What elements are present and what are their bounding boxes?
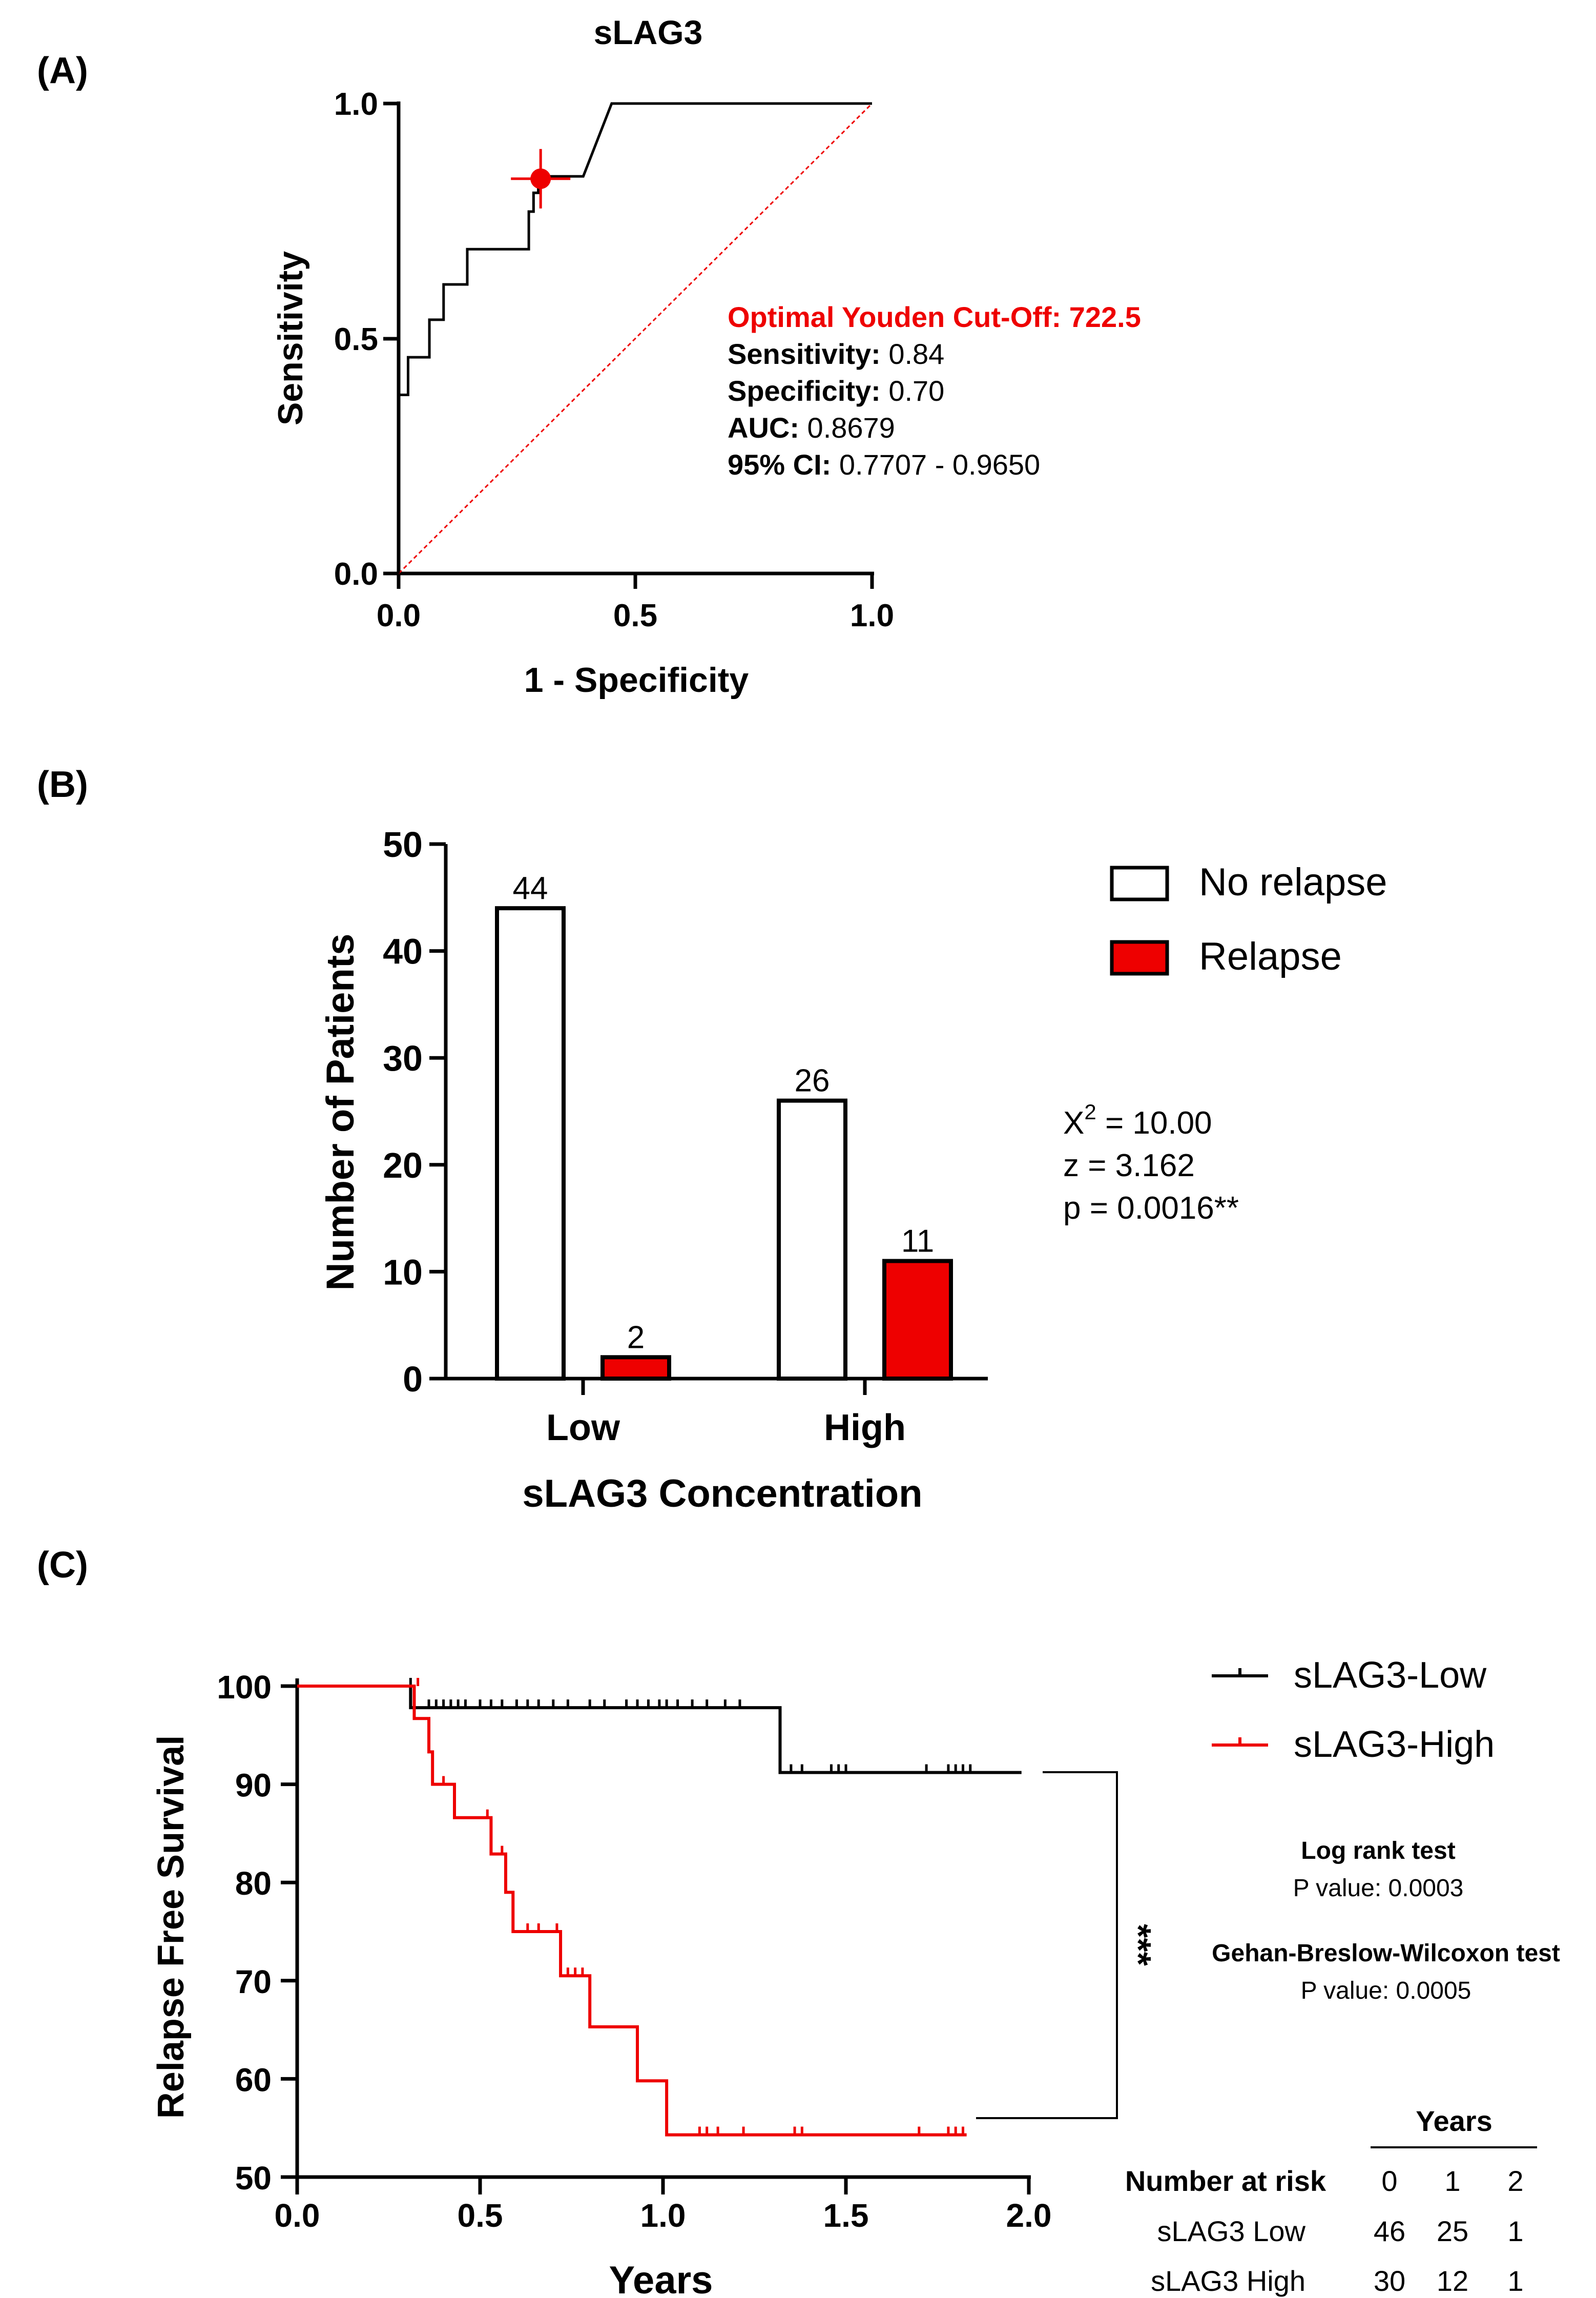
risk-cell: 30: [1374, 2265, 1405, 2297]
roc-ytick-label: 1.0: [334, 87, 378, 122]
roc-xtick-label: 0.5: [613, 598, 657, 633]
legend-label-no-relapse: No relapse: [1199, 860, 1387, 904]
risk-cell: 46: [1374, 2215, 1405, 2247]
roc-ytick-label: 0.0: [334, 557, 378, 592]
bar-ytick-label: 0: [403, 1359, 423, 1399]
risk-cell: 12: [1437, 2265, 1468, 2297]
bar-ytick-label: 40: [383, 932, 423, 972]
panel-b-label: (B): [37, 764, 88, 805]
roc-optimal-point: [530, 168, 551, 189]
bar-ytick-label: 30: [383, 1038, 423, 1078]
roc-ytick-label: 0.5: [334, 322, 378, 357]
bar-category-label-low: Low: [546, 1407, 620, 1448]
stat-z: z = 3.162: [1063, 1148, 1195, 1183]
risk-row-label-low: sLAG3 Low: [1157, 2215, 1306, 2247]
legend-label-relapse: Relapse: [1199, 935, 1342, 978]
significance-stars: ***: [1118, 1924, 1158, 1966]
km-ytick-label: 60: [235, 2061, 272, 2098]
significance-bracket: [976, 1771, 1118, 2119]
km-curve-slag3-low: [297, 1685, 1022, 1774]
roc-auc-text: AUC: 0.8679: [728, 412, 895, 444]
bar-data-label: 11: [901, 1224, 934, 1259]
bar-x-title: sLAG3 Concentration: [522, 1472, 922, 1515]
legend-label-slag3-high: sLAG3-High: [1294, 1724, 1495, 1765]
roc-x-title: 1 - Specificity: [524, 661, 749, 700]
km-ytick-label: 50: [235, 2160, 272, 2197]
gbw-p-value: P value: 0.0005: [1301, 1977, 1471, 2004]
risk-row-label-high: sLAG3 High: [1151, 2265, 1305, 2297]
roc-xtick-label: 1.0: [850, 598, 894, 633]
risk-year-1: 1: [1444, 2165, 1460, 2197]
km-ytick-label: 70: [235, 1963, 272, 2000]
logrank-title: Log rank test: [1301, 1837, 1455, 1864]
km-xtick-label: 1.5: [823, 2197, 869, 2234]
bar-high-relapse: [882, 1259, 953, 1381]
bar-low-relapse: [600, 1355, 671, 1381]
risk-cell: 1: [1507, 2215, 1523, 2247]
roc-reference-line: [398, 102, 873, 574]
km-xtick-label: 1.0: [640, 2197, 686, 2234]
bar-ytick-label: 10: [383, 1252, 423, 1292]
gbw-title: Gehan-Breslow-Wilcoxon test: [1212, 1940, 1560, 1967]
legend-label-slag3-low: sLAG3-Low: [1294, 1655, 1487, 1696]
bar-panel: (B) 0 10 20 30 40 50 Low High sLAG3 Concentra…: [37, 764, 1387, 1515]
km-xtick-label: 0.0: [275, 2197, 320, 2234]
km-xtick-label: 0.5: [458, 2197, 503, 2234]
bar-data-label: 26: [795, 1063, 830, 1099]
roc-panel: (A) sLAG3 1.0 0.5 0.0 0.0 0.5 1.0 1 - Sp…: [37, 13, 1141, 700]
legend-swatch-relapse: [1110, 940, 1169, 976]
roc-title: sLAG3: [594, 13, 703, 51]
bar-ytick-label: 20: [383, 1145, 423, 1185]
bar-ytick-label: 50: [383, 825, 423, 865]
legend-swatch-no-relapse: [1110, 866, 1169, 901]
panel-a-label: (A): [37, 50, 88, 91]
km-ytick-label: 80: [235, 1865, 272, 1902]
risk-year-0: 0: [1381, 2165, 1397, 2197]
risk-year-2: 2: [1507, 2165, 1523, 2197]
risk-cell: 25: [1437, 2215, 1468, 2247]
bar-high-no-relapse: [777, 1098, 847, 1381]
risk-cell: 1: [1507, 2265, 1523, 2297]
km-xtick-label: 2.0: [1006, 2197, 1052, 2234]
roc-xtick-label: 0.0: [377, 598, 421, 633]
bar-y-title: Number of Patients: [319, 934, 362, 1291]
km-y-title: Relapse Free Survival: [151, 1735, 192, 2119]
km-ytick-label: 90: [235, 1767, 272, 1804]
stat-chi-square: X2 = 10.00: [1063, 1100, 1212, 1141]
bar-low-no-relapse: [495, 906, 566, 1381]
km-x-title: Years: [609, 2259, 713, 2298]
risk-table-header: Years: [1416, 2105, 1493, 2137]
bar-data-label: 44: [513, 871, 548, 906]
km-ytick-label: 100: [217, 1669, 272, 1706]
roc-ci-text: 95% CI: 0.7707 - 0.9650: [728, 448, 1040, 481]
roc-specificity-text: Specificity: 0.70: [728, 375, 944, 407]
panel-c-label: (C): [37, 1545, 88, 1586]
logrank-p-value: P value: 0.0003: [1293, 1875, 1464, 1902]
bar-category-label-high: High: [824, 1407, 906, 1448]
roc-cutoff-text: Optimal Youden Cut-Off: 722.5: [728, 301, 1141, 333]
roc-sensitivity-text: Sensitivity: 0.84: [728, 338, 944, 370]
stat-p: p = 0.0016**: [1063, 1191, 1239, 1226]
risk-table-label: Number at risk: [1125, 2165, 1326, 2197]
km-curve-slag3-high: [297, 1685, 967, 2137]
roc-y-title: Sensitivity: [271, 251, 310, 425]
bar-data-label: 2: [627, 1320, 645, 1355]
